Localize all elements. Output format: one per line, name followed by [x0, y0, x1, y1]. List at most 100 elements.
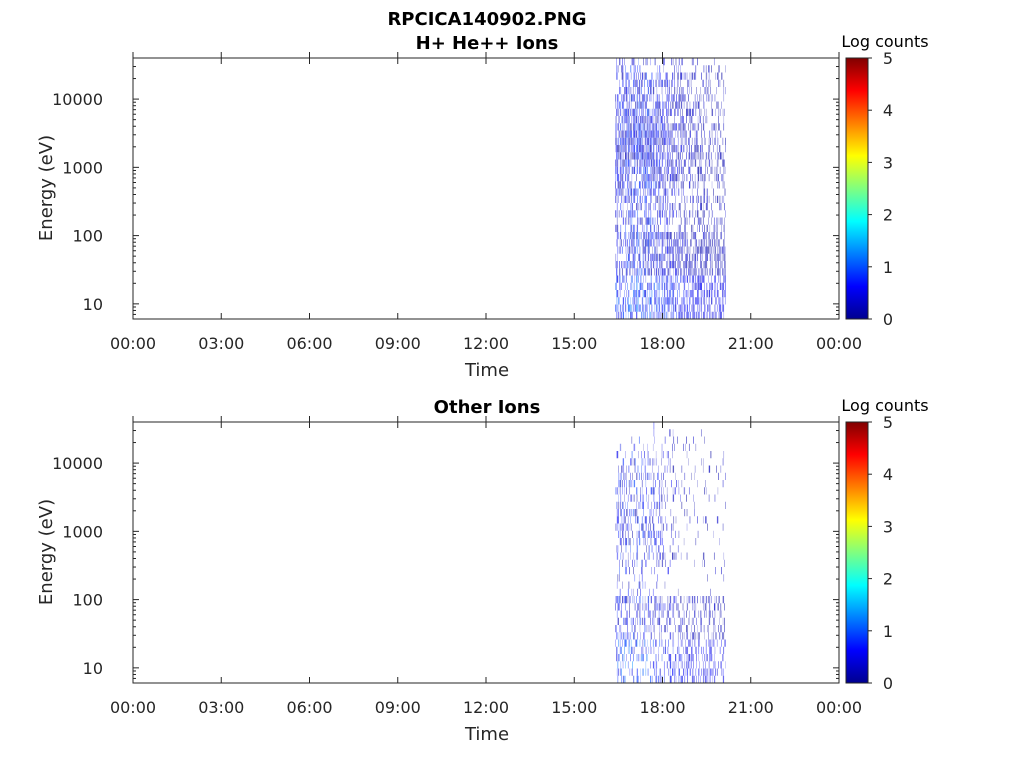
- spectrogram-cell: [686, 232, 688, 240]
- spectrogram-cell: [669, 123, 671, 131]
- spectrogram-cell: [657, 94, 658, 102]
- spectrogram-cell: [665, 297, 666, 305]
- spectrogram-cell: [633, 443, 634, 451]
- spectrogram-cell: [666, 246, 668, 254]
- spectrogram-cell: [661, 480, 663, 488]
- spectrogram-cell: [619, 668, 621, 676]
- spectrogram-cell: [632, 311, 633, 319]
- spectrogram-cell: [697, 224, 698, 232]
- spectrogram-cell: [629, 210, 630, 218]
- spectrogram-cell: [642, 654, 644, 662]
- spectrogram-cell: [685, 646, 686, 654]
- spectrogram-cell: [652, 509, 654, 517]
- spectrogram-cell: [638, 130, 639, 138]
- spectrogram-cell: [723, 246, 725, 254]
- spectrogram-cell: [636, 304, 638, 312]
- spectrogram-cell: [673, 94, 675, 102]
- spectrogram-cell: [711, 159, 713, 167]
- spectrogram-cell: [701, 458, 702, 466]
- spectrogram-cell: [686, 509, 688, 517]
- spectrogram-cell: [716, 253, 717, 261]
- spectrogram-cell: [620, 610, 622, 618]
- spectrogram-cell: [625, 311, 627, 319]
- spectrogram-cell: [616, 516, 618, 524]
- spectrogram-cell: [622, 174, 623, 182]
- spectrogram-cell: [627, 101, 628, 109]
- spectrogram-cell: [617, 675, 619, 683]
- spectrogram-cell: [631, 116, 633, 124]
- spectrogram-cell: [637, 617, 639, 625]
- spectrogram-cell: [717, 217, 719, 225]
- spectrogram-cell: [722, 152, 724, 160]
- spectrogram-cell: [713, 282, 715, 290]
- spectrogram-cell: [686, 311, 688, 319]
- spectrogram-cell: [624, 261, 625, 269]
- spectrogram-cell: [647, 282, 649, 290]
- spectrogram-cell: [652, 166, 654, 174]
- spectrogram-cell: [703, 668, 705, 676]
- spectrogram-cell: [655, 451, 657, 459]
- spectrogram-cell: [702, 261, 704, 269]
- spectrogram-cell: [647, 311, 648, 319]
- spectrogram-cell: [627, 159, 629, 167]
- spectrogram-cell: [701, 246, 702, 254]
- spectrogram-cell: [666, 282, 668, 290]
- spectrogram-cell: [688, 443, 690, 451]
- spectrogram-cell: [660, 538, 661, 546]
- spectrogram-cell: [640, 610, 641, 618]
- spectrogram-cell: [715, 195, 716, 203]
- spectrogram-cell: [687, 275, 689, 283]
- spectrogram-cell: [650, 268, 652, 276]
- spectrogram-cell: [653, 116, 655, 124]
- spectrogram-cell: [675, 472, 676, 480]
- spectrogram-cell: [643, 58, 644, 66]
- spectrogram-cell: [725, 137, 726, 145]
- spectrogram-cell: [618, 603, 619, 611]
- spectrogram-cell: [677, 239, 678, 247]
- spectrogram-cell: [638, 472, 640, 480]
- spectrogram-cell: [674, 617, 675, 625]
- spectrogram-cell: [639, 538, 641, 546]
- spectrogram-cell: [682, 632, 683, 640]
- spectrogram-cell: [637, 275, 639, 283]
- spectrogram-cell: [653, 137, 655, 145]
- spectrogram-cell: [710, 654, 711, 662]
- spectrogram-cell: [657, 282, 658, 290]
- spectrogram-cell: [619, 145, 620, 153]
- spectrogram-cell: [650, 137, 652, 145]
- spectrogram-cell: [702, 646, 704, 654]
- spectrogram-cell: [698, 639, 700, 647]
- spectrogram-cell: [633, 224, 634, 232]
- spectrogram-cell: [700, 145, 702, 153]
- spectrogram-cell: [638, 675, 639, 683]
- spectrogram-cell: [636, 94, 638, 102]
- spectrogram-cell: [651, 268, 652, 276]
- spectrogram-cell: [688, 639, 689, 647]
- spectrogram-cell: [623, 145, 625, 153]
- spectrogram-cell: [620, 159, 622, 167]
- spectrogram-cell: [641, 311, 642, 319]
- spectrogram-cell: [685, 304, 686, 312]
- spectrogram-cell: [618, 123, 619, 131]
- spectrogram-cell: [626, 523, 627, 531]
- spectrogram-cell: [630, 494, 632, 502]
- spectrogram-cell: [665, 559, 666, 567]
- spectrogram-cell: [686, 268, 687, 276]
- spectrogram-cell: [714, 246, 716, 254]
- spectrogram-cell: [620, 137, 622, 145]
- spectrogram-cell: [660, 108, 661, 116]
- spectrogram-cell: [630, 668, 632, 676]
- spectrogram-cell: [637, 145, 639, 153]
- spectrogram-cell: [676, 603, 677, 611]
- spectrogram-cell: [713, 632, 714, 640]
- spectrogram-cell: [640, 675, 641, 683]
- spectrogram-cell: [659, 282, 661, 290]
- spectrogram-cell: [697, 174, 699, 182]
- spectrogram-cell: [721, 610, 722, 618]
- spectrogram-cell: [677, 246, 679, 254]
- spectrogram-cell: [719, 166, 721, 174]
- spectrogram-cell: [633, 253, 634, 261]
- spectrogram-cell: [656, 268, 658, 276]
- spectrogram-cell: [625, 246, 627, 254]
- spectrogram-cell: [672, 145, 673, 153]
